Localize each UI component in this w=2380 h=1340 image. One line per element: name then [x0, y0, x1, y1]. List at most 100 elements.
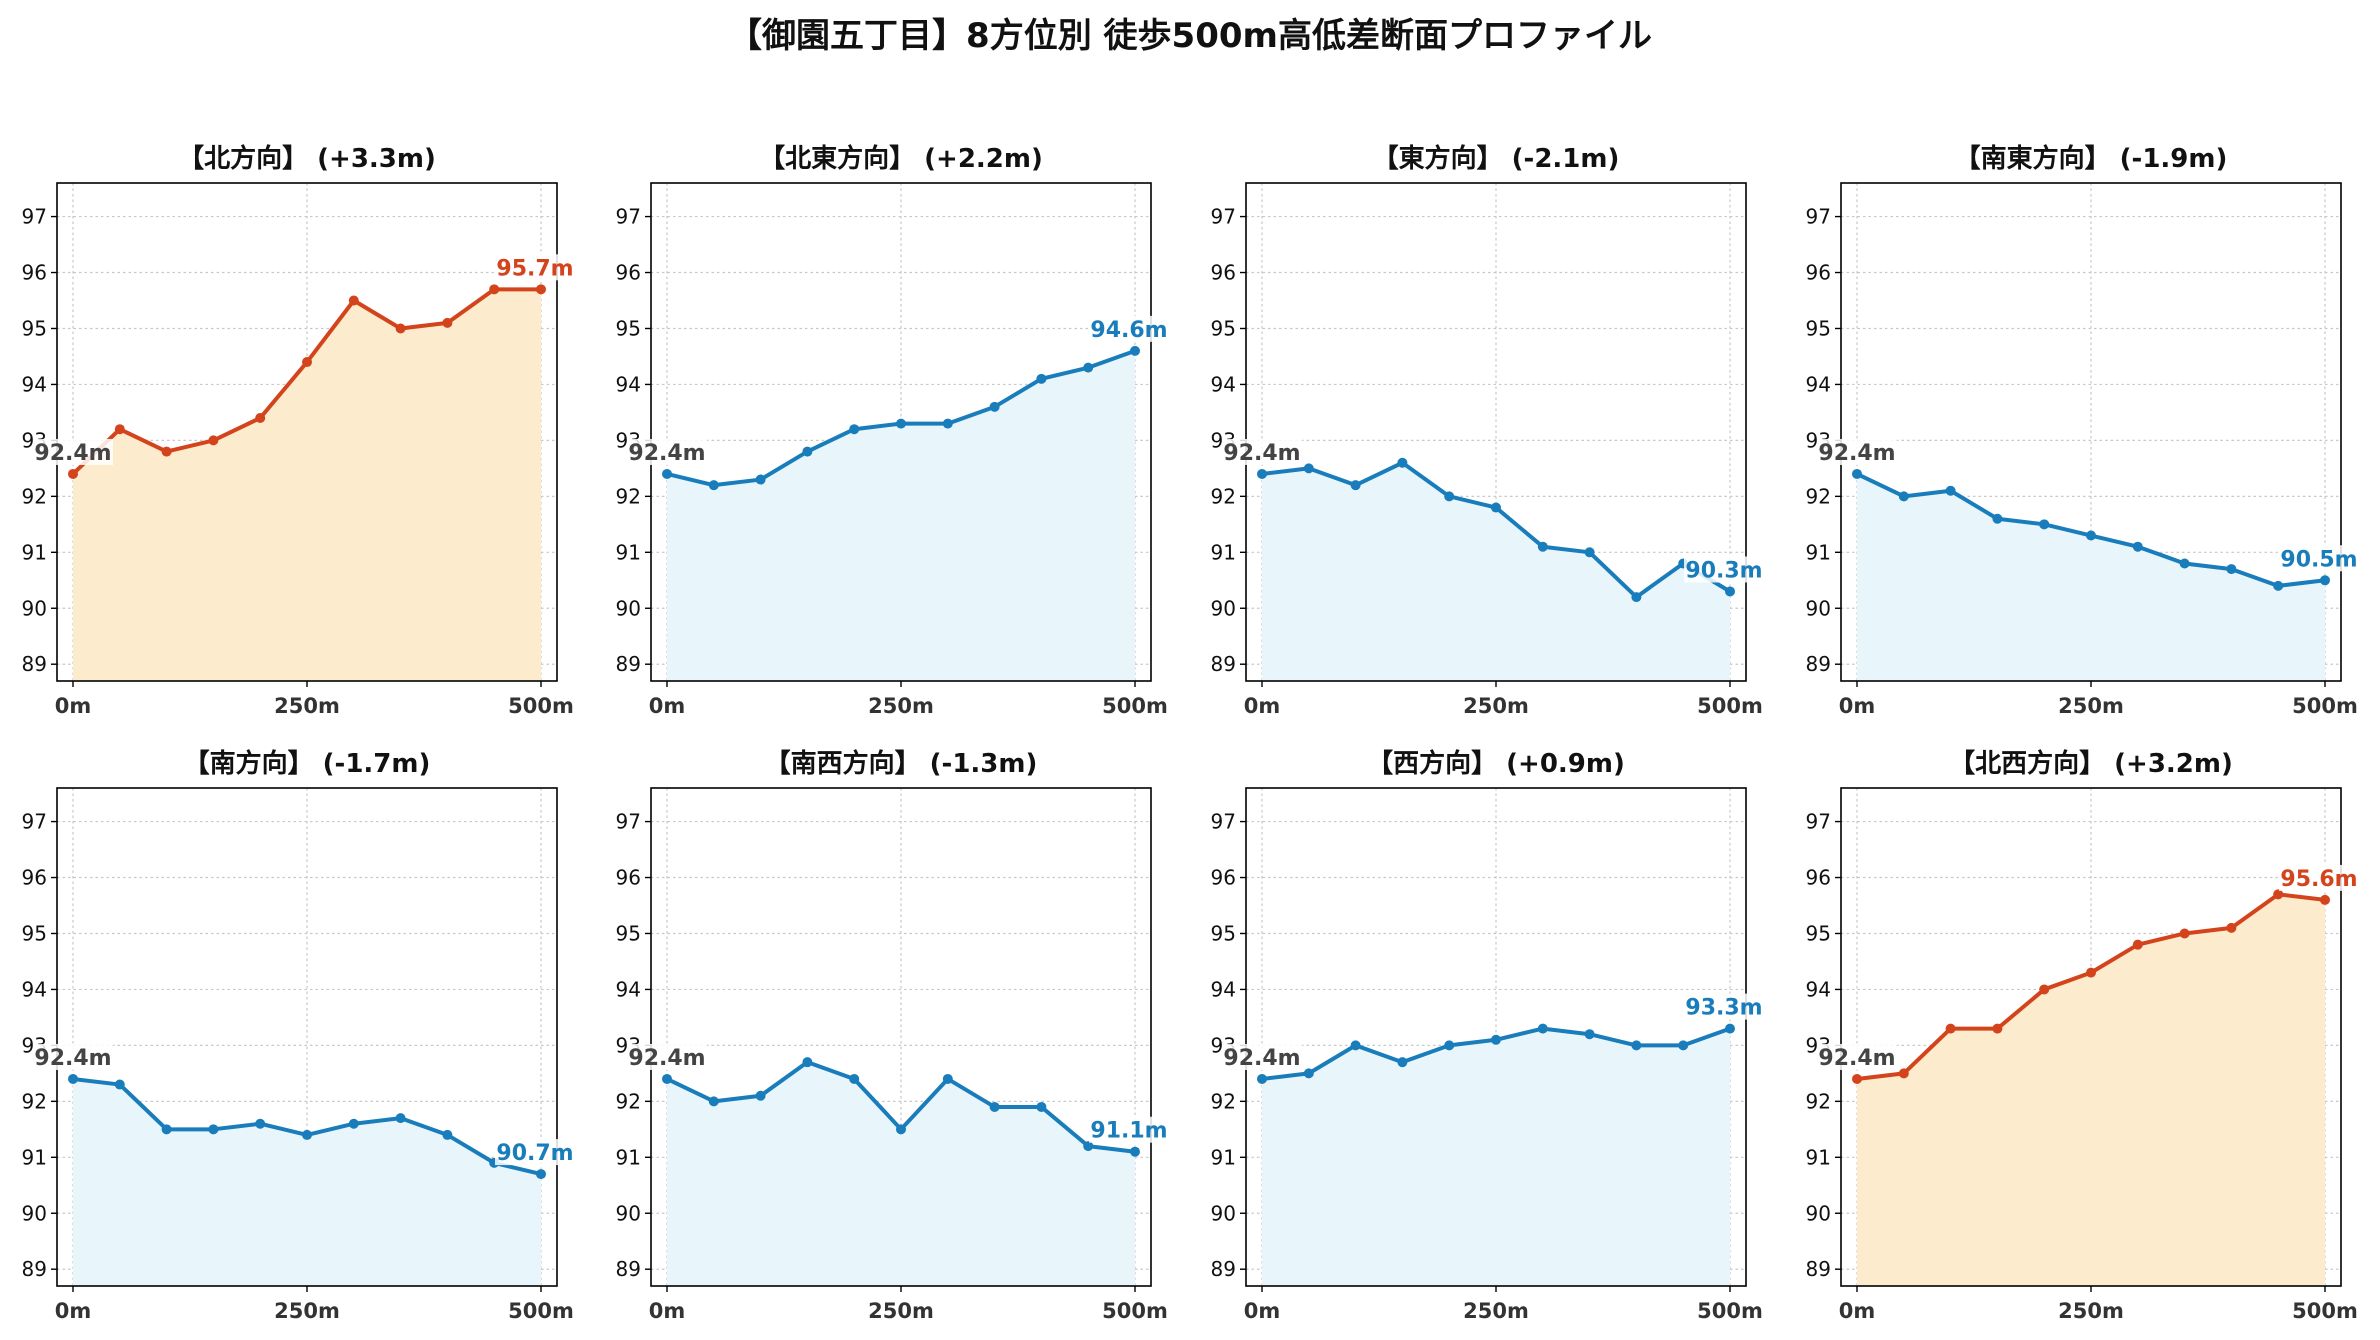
y-tick-label: 90	[616, 596, 641, 620]
x-tick-label: 250m	[868, 694, 934, 718]
y-tick-label: 89	[616, 1257, 641, 1281]
data-point	[708, 1096, 719, 1107]
x-tick-label: 250m	[2058, 1299, 2124, 1323]
y-tick-label: 95	[22, 921, 47, 945]
x-tick-label: 250m	[2058, 694, 2124, 718]
y-tick-label: 97	[22, 810, 47, 834]
y-tick-label: 97	[616, 205, 641, 229]
data-point	[302, 1129, 312, 1140]
data-point	[255, 413, 266, 424]
y-tick-label: 95	[22, 316, 47, 340]
data-point	[1584, 1029, 1595, 1040]
start-label-bg	[1222, 1043, 1302, 1070]
y-tick-label: 89	[22, 1257, 47, 1281]
y-tick-label: 94	[1211, 372, 1236, 396]
y-tick-label: 91	[1806, 1145, 1831, 1169]
x-tick-label: 500m	[508, 694, 574, 718]
elevation-area	[1262, 462, 1730, 681]
data-point	[208, 435, 219, 446]
data-point	[1397, 1057, 1408, 1068]
y-tick-label: 92	[616, 1089, 641, 1113]
data-point	[208, 1124, 219, 1135]
x-tick-label: 250m	[274, 1299, 340, 1323]
data-point	[2226, 564, 2237, 575]
data-point	[1350, 1040, 1361, 1051]
data-point	[2179, 928, 2190, 939]
data-point	[2086, 530, 2096, 541]
elevation-area	[73, 1078, 541, 1286]
data-point	[1130, 345, 1140, 356]
data-point	[536, 1169, 546, 1180]
x-tick-label: 0m	[1244, 694, 1281, 718]
x-tick-label: 0m	[649, 1299, 686, 1323]
y-tick-label: 96	[22, 261, 47, 285]
data-point	[348, 295, 359, 306]
data-point	[1945, 1023, 1956, 1034]
data-point	[1491, 1034, 1501, 1045]
data-point	[68, 468, 78, 479]
data-point	[114, 424, 125, 435]
data-point	[348, 1118, 359, 1129]
data-point	[114, 1079, 125, 1090]
y-tick-label: 89	[1806, 1257, 1831, 1281]
data-point	[1537, 1023, 1548, 1034]
y-tick-label: 91	[1806, 540, 1831, 564]
y-tick-label: 94	[22, 372, 47, 396]
figure-title: 【御園五丁目】8方位別 徒歩500m高低差断面プロファイル	[728, 16, 1652, 56]
data-point	[536, 284, 546, 295]
end-label: 91.1m	[1090, 1119, 1167, 1144]
y-tick-label: 92	[1806, 484, 1831, 508]
y-tick-label: 89	[1806, 652, 1831, 676]
y-tick-label: 95	[616, 921, 641, 945]
data-point	[1397, 457, 1408, 468]
start-label: 92.4m	[628, 441, 705, 466]
x-tick-label: 0m	[55, 1299, 92, 1323]
y-tick-label: 92	[22, 1089, 47, 1113]
y-tick-label: 94	[1211, 977, 1236, 1001]
x-tick-label: 500m	[2292, 1299, 2358, 1323]
y-tick-label: 97	[1211, 810, 1236, 834]
data-point	[989, 401, 1000, 412]
start-label-bg	[33, 438, 113, 465]
end-label-bg	[495, 254, 575, 281]
data-point	[255, 1118, 266, 1129]
data-point	[662, 1073, 672, 1084]
y-tick-label: 97	[1806, 205, 1831, 229]
data-point	[1631, 1040, 1642, 1051]
y-tick-label: 89	[616, 652, 641, 676]
y-tick-label: 96	[1211, 261, 1236, 285]
y-tick-label: 90	[1806, 1201, 1831, 1225]
subplot-8: 【北西方向】 (+3.2m)8990919293949596970m250m50…	[1806, 748, 2359, 1323]
x-tick-label: 250m	[274, 694, 340, 718]
y-tick-label: 96	[1211, 866, 1236, 890]
data-point	[2273, 580, 2284, 591]
subplot-title: 【南西方向】 (-1.3m)	[765, 748, 1038, 779]
data-point	[1444, 491, 1455, 502]
subplot-title: 【南東方向】 (-1.9m)	[1955, 143, 2228, 174]
end-label-bg	[1089, 1116, 1169, 1143]
data-point	[1444, 1040, 1455, 1051]
y-tick-label: 90	[616, 1201, 641, 1225]
y-tick-label: 95	[1806, 921, 1831, 945]
data-point	[2039, 519, 2050, 530]
elevation-area	[1857, 473, 2325, 681]
data-point	[896, 418, 906, 429]
data-point	[1130, 1146, 1140, 1157]
elevation-area	[667, 350, 1135, 681]
y-tick-label: 90	[1806, 596, 1831, 620]
y-tick-label: 96	[616, 261, 641, 285]
data-point	[1945, 485, 1956, 496]
data-point	[2226, 922, 2237, 933]
data-point	[1350, 480, 1361, 491]
data-point	[1992, 513, 2003, 524]
data-point	[1257, 1073, 1267, 1084]
data-point	[1725, 1023, 1735, 1034]
end-label: 94.6m	[1090, 318, 1167, 343]
end-label: 95.7m	[496, 256, 573, 281]
data-point	[802, 446, 813, 457]
y-tick-label: 97	[1806, 810, 1831, 834]
end-label-bg	[1684, 993, 1764, 1020]
subplot-5: 【南方向】 (-1.7m)8990919293949596970m250m500…	[22, 748, 575, 1323]
data-point	[395, 323, 406, 334]
